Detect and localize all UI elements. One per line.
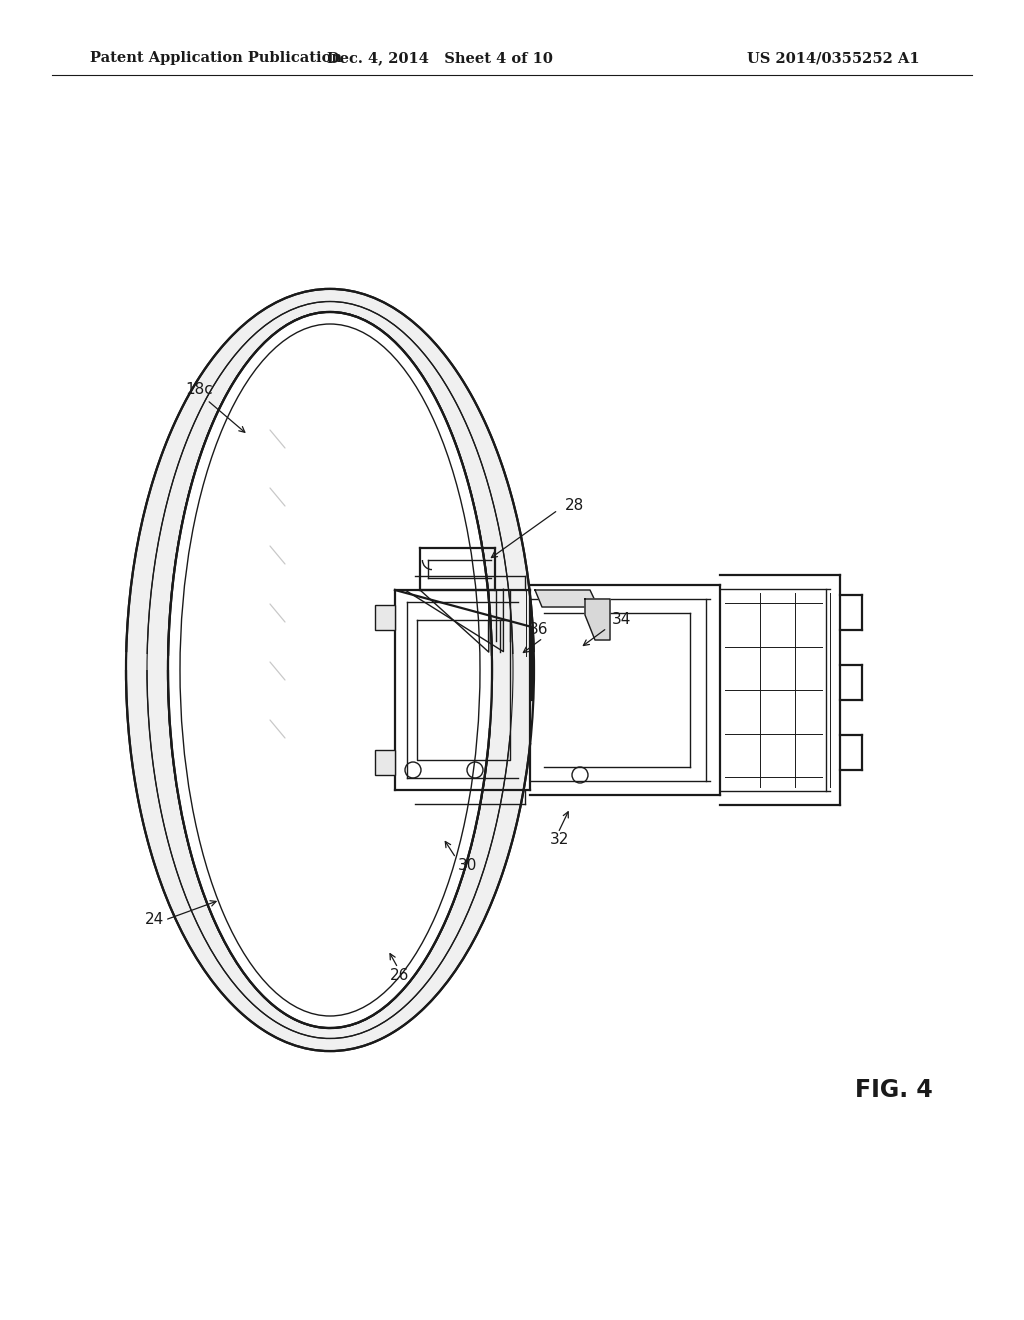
Ellipse shape xyxy=(168,312,492,1028)
Text: 34: 34 xyxy=(612,612,632,627)
Bar xyxy=(375,605,395,630)
Text: Dec. 4, 2014   Sheet 4 of 10: Dec. 4, 2014 Sheet 4 of 10 xyxy=(327,51,553,65)
Text: Patent Application Publication: Patent Application Publication xyxy=(90,51,342,65)
Bar xyxy=(375,750,395,775)
Text: 32: 32 xyxy=(550,833,569,847)
Text: 28: 28 xyxy=(565,498,585,512)
Text: FIG. 4: FIG. 4 xyxy=(855,1078,933,1102)
Text: 26: 26 xyxy=(390,968,410,982)
Polygon shape xyxy=(535,590,598,607)
Text: 18c: 18c xyxy=(185,383,213,397)
Polygon shape xyxy=(585,599,610,640)
Ellipse shape xyxy=(126,289,534,1051)
Ellipse shape xyxy=(168,312,492,1028)
Text: 30: 30 xyxy=(458,858,477,873)
Text: 24: 24 xyxy=(145,912,164,928)
Text: US 2014/0355252 A1: US 2014/0355252 A1 xyxy=(748,51,920,65)
Text: 36: 36 xyxy=(528,623,548,638)
